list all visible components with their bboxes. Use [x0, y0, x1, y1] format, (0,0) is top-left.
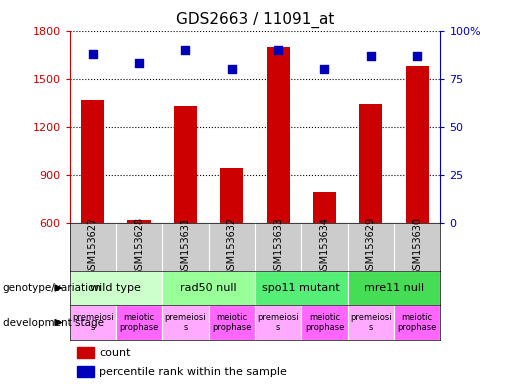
- Bar: [77, 366, 94, 377]
- Text: GSM153634: GSM153634: [319, 217, 330, 276]
- Text: GSM153632: GSM153632: [227, 217, 237, 276]
- Point: [228, 66, 236, 72]
- Text: GSM153627: GSM153627: [88, 217, 98, 276]
- Bar: [70, 305, 116, 340]
- Point: [413, 53, 421, 59]
- Text: meiotic
prophase: meiotic prophase: [305, 313, 344, 332]
- Bar: [348, 271, 440, 305]
- Bar: [174, 106, 197, 223]
- Bar: [162, 305, 209, 340]
- Text: wild type: wild type: [91, 283, 141, 293]
- Text: meiotic
prophase: meiotic prophase: [398, 313, 437, 332]
- Title: GDS2663 / 11091_at: GDS2663 / 11091_at: [176, 12, 334, 28]
- Text: rad50 null: rad50 null: [180, 283, 237, 293]
- Text: mre11 null: mre11 null: [364, 283, 424, 293]
- Bar: [301, 305, 348, 340]
- Text: GSM153633: GSM153633: [273, 217, 283, 276]
- Text: premeiosi
s: premeiosi s: [258, 313, 299, 332]
- Point: [274, 47, 282, 53]
- Bar: [209, 305, 255, 340]
- Text: count: count: [99, 348, 131, 358]
- Bar: [405, 66, 428, 223]
- Text: genotype/variation: genotype/variation: [3, 283, 101, 293]
- Bar: [394, 305, 440, 340]
- Text: percentile rank within the sample: percentile rank within the sample: [99, 367, 287, 377]
- Text: GSM153628: GSM153628: [134, 217, 144, 276]
- Point: [320, 66, 329, 72]
- Bar: [77, 347, 94, 358]
- Bar: [255, 305, 301, 340]
- Point: [367, 53, 375, 59]
- Bar: [128, 220, 150, 223]
- Text: premeiosi
s: premeiosi s: [165, 313, 206, 332]
- Bar: [220, 168, 243, 223]
- Bar: [267, 47, 289, 223]
- Text: development stage: development stage: [3, 318, 104, 328]
- Text: premeiosi
s: premeiosi s: [72, 313, 113, 332]
- Bar: [70, 271, 162, 305]
- Text: spo11 mutant: spo11 mutant: [263, 283, 340, 293]
- Bar: [255, 271, 348, 305]
- Text: premeiosi
s: premeiosi s: [350, 313, 391, 332]
- Text: GSM153631: GSM153631: [180, 217, 191, 276]
- Text: GSM153630: GSM153630: [412, 217, 422, 276]
- Bar: [116, 305, 162, 340]
- Point: [135, 60, 143, 66]
- Bar: [81, 99, 104, 223]
- Bar: [313, 192, 336, 223]
- Text: meiotic
prophase: meiotic prophase: [119, 313, 159, 332]
- Bar: [359, 104, 382, 223]
- Point: [89, 51, 97, 57]
- Text: GSM153629: GSM153629: [366, 217, 376, 276]
- Bar: [162, 271, 255, 305]
- Point: [181, 47, 190, 53]
- Bar: [348, 305, 394, 340]
- Text: meiotic
prophase: meiotic prophase: [212, 313, 251, 332]
